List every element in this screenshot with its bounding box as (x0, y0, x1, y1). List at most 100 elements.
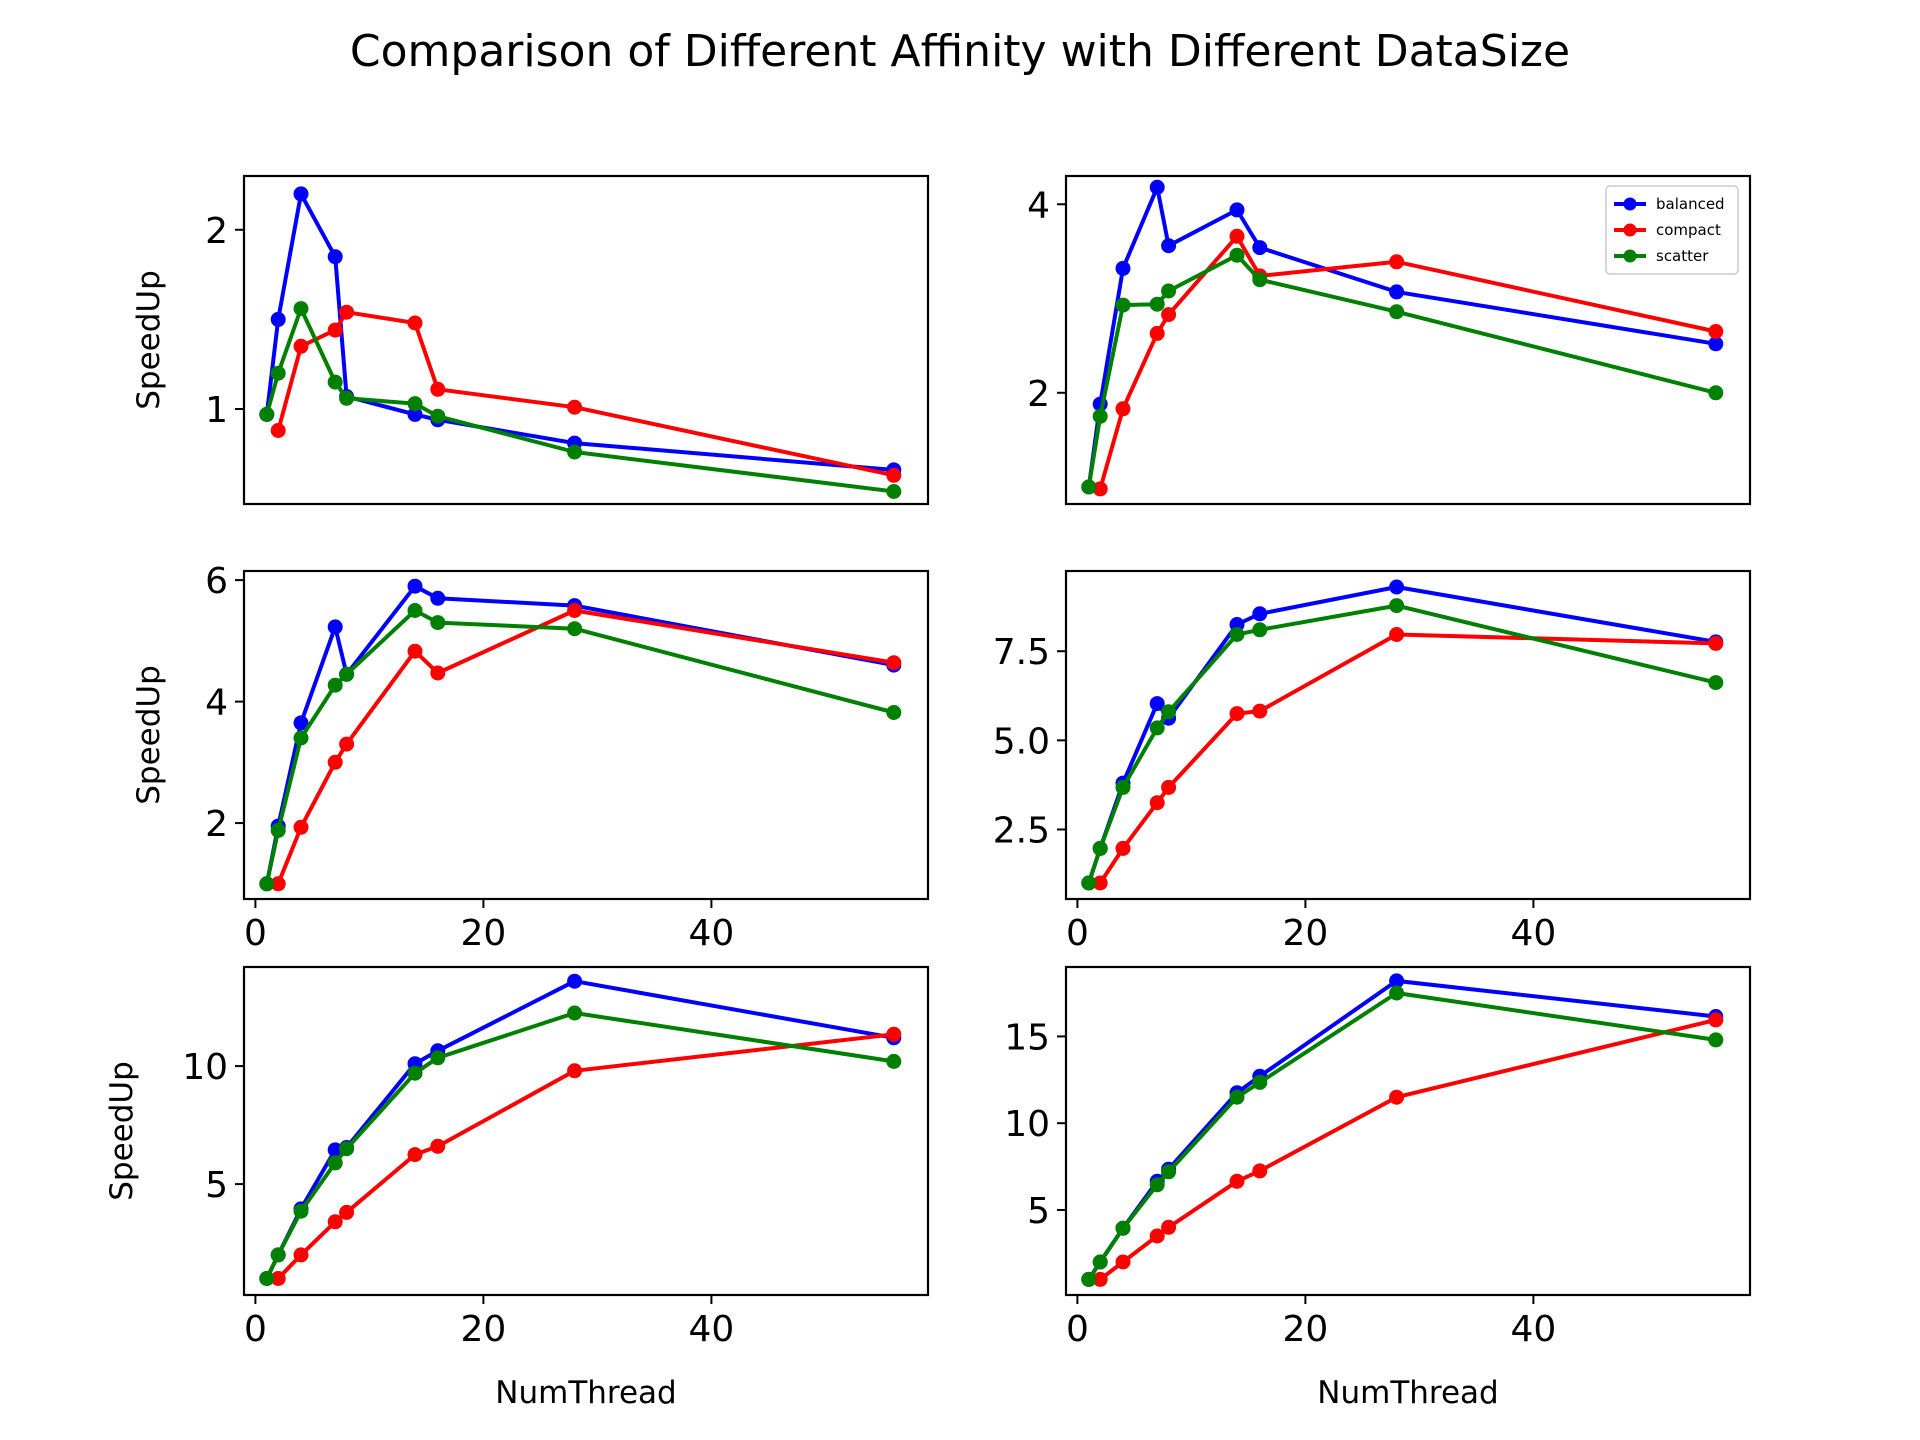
data-point-scatter (1115, 779, 1131, 795)
figure-title: Comparison of Different Affinity with Di… (350, 26, 1570, 77)
subplot-6: 5 10 15 0 20 40 NumThread (1004, 965, 1752, 1411)
data-point-compact (327, 322, 343, 338)
y-tick-label: 2 (205, 804, 228, 845)
data-point-compact (1708, 635, 1724, 651)
data-point-scatter (1081, 479, 1097, 495)
y-tick-label: 1 (205, 390, 228, 431)
x-tick-label: 0 (1066, 1309, 1089, 1350)
data-point-scatter (327, 374, 343, 390)
data-point-scatter (339, 666, 355, 682)
data-point-compact (1252, 703, 1268, 719)
y-axis-label: SpeedUp (104, 1061, 140, 1201)
data-point-compact (339, 304, 355, 320)
data-point-scatter (1161, 1164, 1177, 1180)
data-point-balanced (1389, 284, 1405, 300)
data-point-scatter (270, 365, 286, 381)
data-point-balanced (1708, 336, 1724, 352)
y-tick-label: 10 (1004, 1104, 1050, 1145)
data-point-balanced (1229, 202, 1245, 218)
x-tick-label: 0 (244, 913, 267, 954)
data-point-scatter (1252, 622, 1268, 638)
data-point-compact (1229, 706, 1245, 722)
data-point-compact (1092, 875, 1108, 891)
data-point-compact (339, 736, 355, 752)
data-point-scatter (407, 1065, 423, 1081)
data-point-scatter (567, 444, 583, 460)
data-point-balanced (293, 715, 309, 731)
data-point-scatter (1252, 272, 1268, 288)
data-point-scatter (259, 876, 275, 892)
data-point-compact (1708, 1012, 1724, 1028)
series-line-compact (1098, 234, 1718, 491)
data-point-balanced (567, 973, 583, 989)
data-point-scatter (567, 621, 583, 637)
data-point-compact (1161, 779, 1177, 795)
x-tick-label: 40 (1510, 913, 1556, 954)
data-point-scatter (430, 1050, 446, 1066)
data-point-compact (1389, 1089, 1405, 1105)
x-tick-label: 20 (460, 1309, 506, 1350)
data-point-compact (1161, 1219, 1177, 1235)
data-point-balanced (327, 619, 343, 635)
data-point-scatter (270, 1247, 286, 1263)
data-point-balanced (1149, 179, 1165, 195)
data-point-scatter (430, 615, 446, 631)
subplot-grid: 1 2 SpeedUp 2 4 balanced compact scatter 2 4 6 0 20 4… (104, 174, 1752, 1411)
subplot-1: 1 2 SpeedUp (131, 174, 930, 506)
data-point-compact (1115, 1254, 1131, 1270)
data-point-scatter (407, 396, 423, 412)
y-tick-label: 2 (1027, 374, 1050, 415)
subplot-4: 2.5 5.0 7.5 0 20 40 (993, 569, 1752, 954)
data-point-compact (407, 643, 423, 659)
data-point-compact (293, 338, 309, 354)
data-point-scatter (259, 406, 275, 422)
axes-frame (242, 174, 930, 506)
data-point-scatter (339, 1141, 355, 1157)
y-tick-label: 7.5 (993, 632, 1050, 673)
data-point-compact (567, 603, 583, 618)
data-point-compact (430, 381, 446, 397)
series-line-compact (1098, 632, 1718, 885)
data-point-scatter (1092, 1254, 1108, 1270)
data-point-scatter (259, 1271, 275, 1286)
data-point-scatter (886, 484, 902, 499)
x-axis-label: NumThread (1317, 1375, 1498, 1411)
legend-label-balanced: balanced (1656, 195, 1725, 213)
legend-label-scatter: scatter (1656, 247, 1709, 265)
x-tick-label: 20 (460, 913, 506, 954)
data-point-scatter (327, 677, 343, 693)
y-tick-label: 6 (205, 561, 228, 602)
data-point-compact (886, 655, 902, 671)
data-point-compact (1252, 1163, 1268, 1179)
data-point-compact (293, 819, 309, 835)
data-point-compact (407, 315, 423, 331)
y-axis-label: SpeedUp (131, 665, 167, 805)
x-tick-label: 0 (1066, 913, 1089, 954)
data-point-compact (1092, 1271, 1108, 1287)
y-tick-label: 2 (205, 211, 228, 252)
data-point-compact (430, 665, 446, 681)
data-point-scatter (1229, 1089, 1245, 1105)
data-point-compact (407, 1147, 423, 1163)
data-point-scatter (1149, 1177, 1165, 1193)
data-point-balanced (1389, 973, 1405, 989)
x-tick-label: 40 (1510, 1309, 1556, 1350)
data-point-balanced (270, 311, 286, 327)
data-point-balanced (407, 406, 423, 422)
data-point-scatter (886, 705, 902, 720)
data-point-compact (1115, 840, 1131, 856)
data-point-compact (1115, 401, 1131, 417)
data-point-scatter (1252, 1074, 1268, 1090)
legend-box (1605, 185, 1739, 275)
data-point-scatter (339, 390, 355, 406)
subplot-5: 5 10 0 20 40 SpeedUp NumThread (104, 965, 930, 1411)
data-point-compact (293, 1247, 309, 1263)
data-point-balanced (1115, 260, 1131, 276)
data-point-compact (1229, 1173, 1245, 1189)
data-point-compact (1389, 254, 1405, 270)
data-point-scatter (1161, 283, 1177, 299)
data-point-scatter (1389, 304, 1405, 320)
legend: balanced compact scatter (1605, 185, 1739, 275)
data-point-scatter (270, 822, 286, 838)
data-point-compact (1389, 627, 1405, 642)
